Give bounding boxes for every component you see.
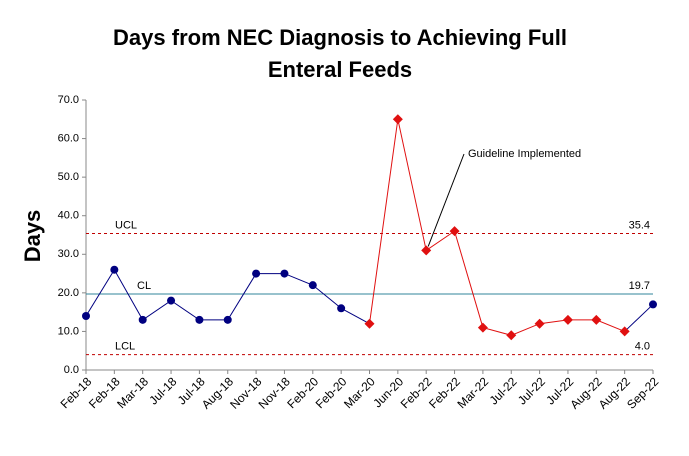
data-point [308, 281, 317, 290]
chart-title: Days from NEC Diagnosis to Achieving Ful… [113, 25, 567, 50]
data-point [82, 312, 90, 320]
series-line [86, 270, 653, 320]
data-point [649, 300, 657, 309]
x-tick-label: Jul-22 [487, 374, 520, 407]
y-tick-label: 60.0 [58, 132, 79, 144]
data-point [619, 326, 630, 337]
y-tick-label: 30.0 [58, 248, 79, 260]
limit-value: 19.7 [629, 280, 650, 292]
data-point [591, 314, 602, 325]
x-tick-label: Mar-22 [454, 374, 491, 411]
data-point [562, 314, 573, 325]
y-axis-label: Days [20, 210, 45, 263]
x-tick-label: Jul-18 [146, 374, 179, 407]
x-tick-label: Mar-18 [114, 374, 151, 411]
y-tick-label: 40.0 [58, 210, 79, 222]
limit-value: 35.4 [629, 219, 650, 231]
data-point [252, 269, 261, 278]
limit-name: CL [137, 280, 151, 292]
y-tick-label: 70.0 [58, 94, 79, 106]
limit-value: 4.0 [635, 340, 650, 352]
annotation: Guideline Implemented [468, 148, 581, 160]
data-point [110, 265, 119, 274]
data-point [280, 269, 289, 278]
series-connector [624, 304, 654, 332]
y-tick-label: 50.0 [58, 171, 79, 183]
data-point [534, 318, 545, 329]
data-point [421, 245, 432, 256]
y-tick-label: 20.0 [58, 287, 79, 299]
y-tick-label: 0.0 [64, 364, 79, 376]
annotation-leader [427, 153, 465, 247]
data-point [195, 315, 204, 324]
data-point [138, 315, 147, 324]
series-connector [340, 307, 370, 325]
data-point [392, 114, 403, 125]
data-point [449, 226, 460, 237]
data-point [364, 318, 375, 329]
data-point [167, 296, 176, 305]
y-tick-label: 10.0 [58, 325, 79, 337]
limit-name: LCL [115, 340, 135, 352]
data-point [506, 330, 517, 341]
series-line [369, 119, 625, 336]
x-tick-label: Nov-18 [256, 374, 293, 411]
data-point [477, 322, 488, 333]
x-tick-label: Jul-22 [515, 374, 548, 407]
data-point [337, 304, 346, 313]
chart-title: Enteral Feeds [268, 57, 412, 82]
limit-name: UCL [115, 219, 137, 231]
x-tick-label: Mar-20 [341, 374, 378, 411]
x-tick-label: Sep-22 [624, 374, 661, 411]
data-point [223, 315, 232, 324]
